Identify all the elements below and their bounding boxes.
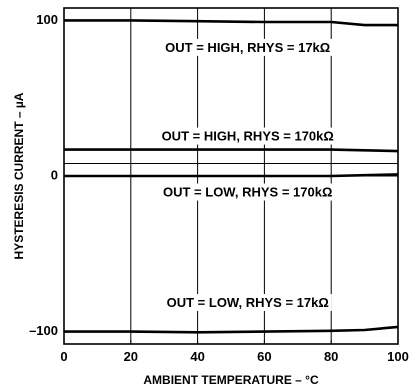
x-tick-label-20: 20 [124,349,138,364]
annotation-4: OUT = LOW, RHYS = 17kΩ [163,293,332,311]
annotation-3: OUT = LOW, RHYS = 170kΩ [160,183,336,201]
annotation-2: OUT = HIGH, RHYS = 170kΩ [158,127,337,145]
annotation-label: OUT = LOW, RHYS = 170kΩ [163,185,332,200]
annotation-label: OUT = LOW, RHYS = 17kΩ [167,295,329,310]
series-line-4 [64,325,399,334]
annotation-label: OUT = HIGH, RHYS = 170kΩ [162,129,334,144]
annotation-label: OUT = HIGH, RHYS = 17kΩ [165,40,330,55]
x-tick-label-0: 0 [60,349,67,364]
annotation-background [158,127,337,145]
series-line-3 [64,173,399,178]
annotation-background [160,183,336,201]
x-axis-title: AMBIENT TEMPERATURE – °C [143,373,319,387]
x-tick-label-100: 100 [387,349,409,364]
y-tick-label-2: –100 [29,323,58,338]
annotation-background [162,38,334,56]
annotation-background [163,293,332,311]
x-tick-label-60: 60 [257,349,271,364]
annotation-1: OUT = HIGH, RHYS = 17kΩ [162,38,334,56]
x-tick-label-80: 80 [324,349,338,364]
series-layer [64,19,399,334]
y-tick-label-0: 100 [36,12,58,27]
y-tick-label-1: 0 [51,167,58,182]
y-axis-title: HYSTERESIS CURRENT – µA [12,92,26,259]
annotation-layer: OUT = HIGH, RHYS = 17kΩ OUT = HIGH, RHYS … [158,38,337,311]
series-line-2 [64,148,399,153]
x-tick-label-40: 40 [190,349,204,364]
series-line-1 [64,19,398,27]
